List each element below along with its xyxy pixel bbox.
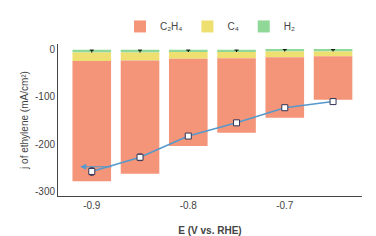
svg-text:0: 0: [49, 44, 55, 55]
svg-text:-200: -200: [35, 139, 55, 150]
svg-text:C₄: C₄: [227, 21, 238, 32]
svg-text:E (V vs. RHE): E (V vs. RHE): [178, 225, 241, 236]
svg-text:-100: -100: [35, 91, 55, 102]
svg-text:-0.7: -0.7: [276, 200, 294, 211]
svg-text:j of ethylene (mA/cm²): j of ethylene (mA/cm²): [19, 71, 30, 170]
svg-text:-0.8: -0.8: [180, 200, 198, 211]
svg-text:H₂: H₂: [284, 21, 295, 32]
svg-text:-0.9: -0.9: [83, 200, 101, 211]
svg-text:C₂H₄: C₂H₄: [160, 21, 182, 32]
svg-text:-300: -300: [35, 186, 55, 197]
